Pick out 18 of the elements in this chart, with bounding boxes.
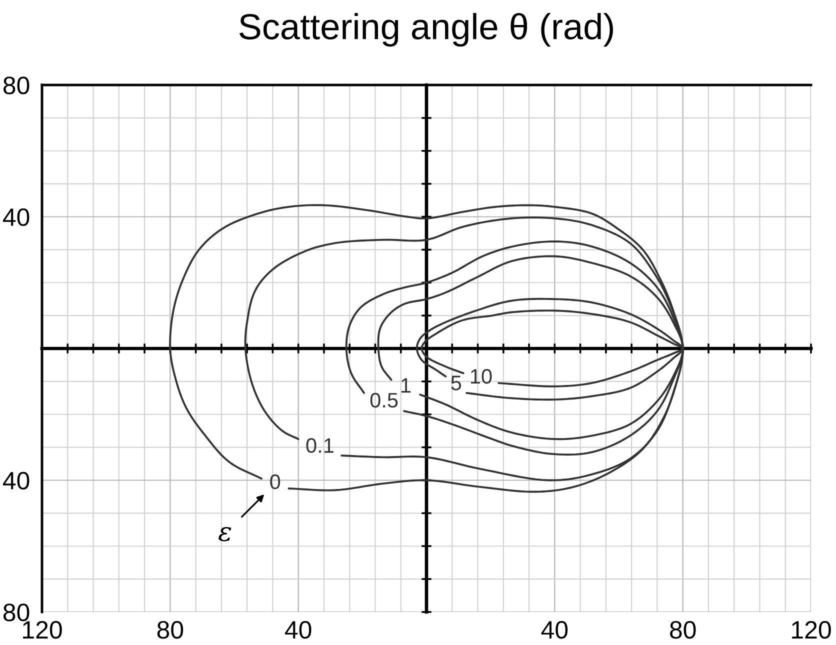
annotation: ε <box>218 526 232 542</box>
x-tick-label: 120 <box>23 620 62 639</box>
x-tick-label: 40 <box>285 620 312 639</box>
x-tick-label: 80 <box>157 620 184 639</box>
x-tick-label: 80 <box>670 620 696 639</box>
y-tick-label: 80 <box>3 604 30 622</box>
x-tick-label: 40 <box>541 620 568 639</box>
series-label: 0.1 <box>306 438 334 453</box>
series-label: 0 <box>270 474 280 490</box>
y-tick-label: 40 <box>2 208 30 226</box>
x-tick-label: 120 <box>792 620 831 639</box>
series-label: 10 <box>470 368 492 384</box>
series-label: 1 <box>401 378 410 393</box>
y-tick-label: 80 <box>3 76 30 94</box>
y-tick-label: 40 <box>2 472 30 490</box>
series-label: 5 <box>451 376 462 390</box>
series-label: 0.5 <box>370 392 398 408</box>
chart-title: Scattering angle θ (rad) <box>239 12 613 47</box>
